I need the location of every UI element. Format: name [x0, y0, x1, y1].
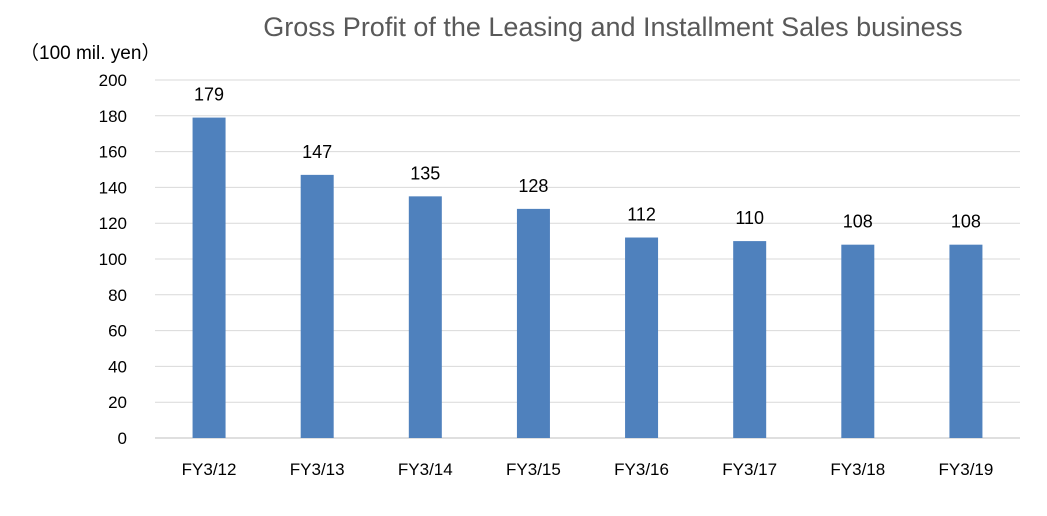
- bar: [949, 244, 983, 438]
- y-tick-label: 160: [99, 143, 127, 162]
- data-label: 108: [951, 212, 981, 232]
- y-tick-label: 200: [99, 71, 127, 90]
- bar: [625, 237, 659, 438]
- x-tick-label: FY3/12: [182, 460, 237, 479]
- y-tick-label: 80: [108, 286, 127, 305]
- x-tick-label: FY3/16: [614, 460, 669, 479]
- data-label: 108: [843, 212, 873, 232]
- chart-title: Gross Profit of the Leasing and Installm…: [263, 12, 963, 42]
- y-tick-label: 140: [99, 178, 127, 197]
- x-tick-label: FY3/14: [398, 460, 453, 479]
- y-tick-label: 100: [99, 250, 127, 269]
- bar: [300, 174, 334, 438]
- y-tick-label: 20: [108, 393, 127, 412]
- data-label: 179: [194, 85, 224, 105]
- data-label: 147: [302, 142, 332, 162]
- x-tick-label: FY3/15: [506, 460, 561, 479]
- bar: [841, 244, 875, 438]
- bar: [516, 208, 550, 438]
- bar: [192, 117, 226, 438]
- x-tick-label: FY3/18: [830, 460, 885, 479]
- x-axis-ticks: FY3/12 FY3/13 FY3/14 FY3/15 FY3/16 FY3/17 FY3/…: [182, 460, 994, 479]
- bar-series: [192, 117, 983, 438]
- data-label: 135: [410, 163, 440, 183]
- y-tick-label: 180: [99, 107, 127, 126]
- y-axis-ticks: 0 20 40 60 80 100 120 140 160 180 200: [99, 71, 127, 448]
- x-tick-label: FY3/13: [290, 460, 345, 479]
- x-tick-label: FY3/19: [939, 460, 994, 479]
- y-tick-label: 60: [108, 322, 127, 341]
- y-tick-label: 40: [108, 357, 127, 376]
- y-tick-label: 0: [118, 429, 127, 448]
- gridlines: [155, 79, 1020, 439]
- bar: [408, 196, 442, 438]
- y-axis-unit-label: （100 mil. yen）: [20, 43, 161, 64]
- data-labels: 179 147 135 128 112 110 108 108: [194, 85, 981, 232]
- data-label: 112: [627, 205, 656, 225]
- data-label: 110: [735, 208, 764, 228]
- x-tick-label: FY3/17: [722, 460, 777, 479]
- y-tick-label: 120: [99, 214, 127, 233]
- data-label: 128: [518, 176, 548, 196]
- bar: [733, 241, 767, 438]
